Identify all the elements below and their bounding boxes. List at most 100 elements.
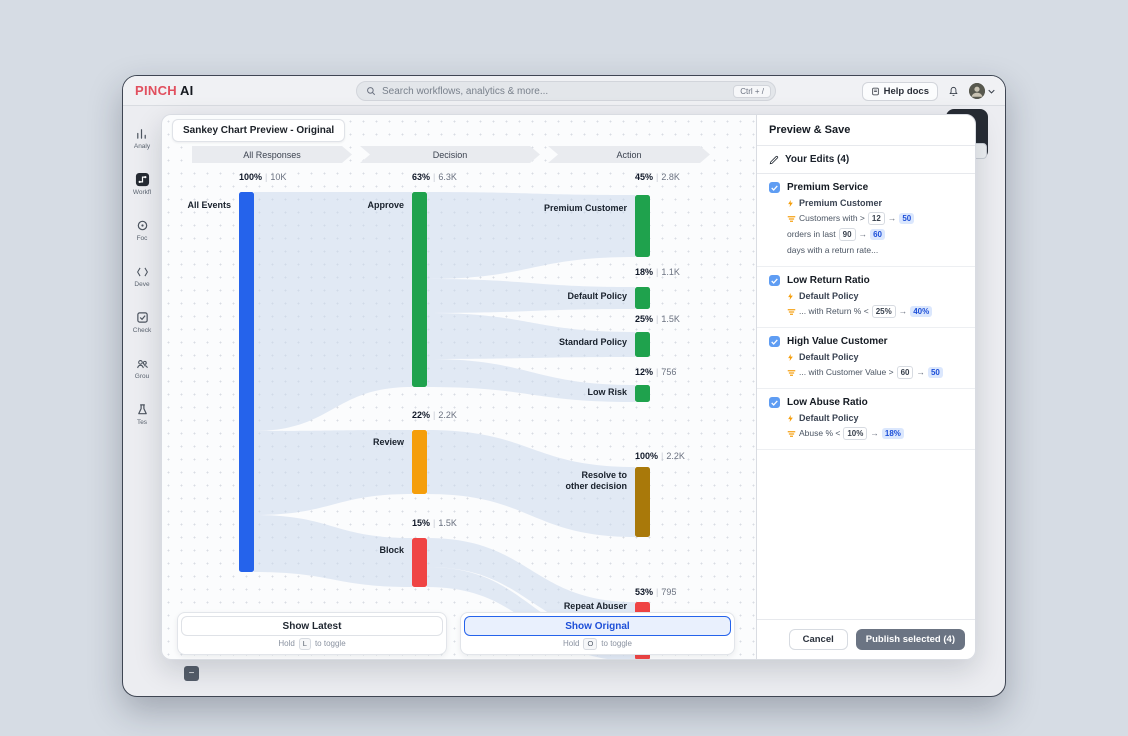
sankey-node-low_risk[interactable] [635, 385, 650, 402]
policy-name: Premium Customer [799, 198, 883, 208]
search-shortcut-badge: Ctrl + / [733, 84, 771, 98]
sidebar-item-label: Grou [134, 373, 150, 380]
show-original-toggle: Show Orignal Hold O to toggle [460, 612, 735, 655]
node-label-all_events: All Events [187, 200, 231, 210]
show-original-button[interactable]: Show Orignal [464, 616, 731, 636]
sidebar-item-deve[interactable]: Deve [134, 264, 150, 288]
rule-text: ... with Customer Value > [799, 367, 894, 377]
edit-item-premium-service[interactable]: Premium Service Premium Customer Customers… [757, 174, 975, 267]
arrow-glyph: → [858, 229, 868, 239]
sidebar-item-analy[interactable]: Analy [134, 126, 150, 150]
node-value-premium_customer: 45% | 2.8K [635, 172, 680, 182]
edit-item-low-return-ratio[interactable]: Low Return Ratio Default Policy ... with R… [757, 267, 975, 328]
node-value-resolve_other: 100% | 2.2K [635, 451, 685, 461]
node-label-block: Block [379, 545, 404, 555]
node-label-standard_policy: Standard Policy [558, 337, 627, 347]
bolt-icon [787, 292, 794, 301]
edit-checkbox[interactable] [769, 336, 780, 347]
cancel-button[interactable]: Cancel [788, 629, 848, 650]
filter-icon [787, 430, 796, 438]
sankey-node-resolve_other[interactable] [635, 467, 650, 537]
rule-text: orders in last [787, 229, 836, 239]
policy-name: Default Policy [799, 352, 859, 362]
node-label-premium_customer: Premium Customer [543, 203, 627, 213]
old-value-badge: 10% [843, 427, 868, 440]
sidebar-item-label: Tes [136, 419, 148, 426]
logo-primary: PINCH [135, 83, 177, 98]
rule-text: ... with Return % < [799, 306, 869, 316]
docs-icon [871, 87, 880, 96]
rule-text: days with a return rate... [787, 245, 879, 255]
edit-item-low-abuse-ratio[interactable]: Low Abuse Ratio Default Policy Abuse % <10… [757, 389, 975, 450]
node-value-block: 15% | 1.5K [412, 518, 457, 528]
avatar [969, 83, 985, 99]
policy-name: Default Policy [799, 291, 859, 301]
sidebar-item-label: Check [132, 327, 152, 334]
sankey-node-standard_policy[interactable] [635, 332, 650, 357]
stage-ribbon-action: Action [548, 146, 710, 163]
node-label-resolve_other: Resolve to other decision [565, 470, 627, 491]
user-menu[interactable] [969, 83, 995, 99]
sankey-node-approve[interactable] [412, 192, 427, 387]
sankey-node-block[interactable] [412, 538, 427, 587]
bell-icon[interactable] [948, 86, 959, 97]
analytics-icon [134, 126, 149, 141]
show-latest-toggle: Show Latest Hold L to toggle [177, 612, 447, 655]
sankey-node-premium_customer[interactable] [635, 195, 650, 257]
sankey-chart-area: Sankey Chart Preview - Original All Resp… [161, 114, 756, 660]
edit-item-high-value-customer[interactable]: High Value Customer Default Policy ... wit… [757, 328, 975, 389]
help-docs-label: Help docs [883, 85, 929, 97]
new-value-badge: 50 [927, 367, 943, 378]
node-value-all_events: 100% | 10K [239, 172, 287, 182]
global-search[interactable]: Ctrl + / [356, 81, 776, 101]
app-body: Analy Workfl Foc Deve Check Grou Tes − Sankey … [123, 106, 1005, 696]
sankey-links [254, 192, 635, 659]
sidebar-item-label: Deve [134, 281, 150, 288]
chevron-down-icon [988, 89, 995, 94]
sidebar-item-check[interactable]: Check [133, 310, 151, 334]
show-latest-button[interactable]: Show Latest [181, 616, 443, 636]
edit-checkbox[interactable] [769, 182, 780, 193]
edit-checkbox[interactable] [769, 275, 780, 286]
sankey-node-all_events[interactable] [239, 192, 254, 572]
edit-checkbox[interactable] [769, 397, 780, 408]
hint-text: Hold [278, 639, 295, 648]
hint-text: Hold [563, 639, 580, 648]
toggle-hint-latest: Hold L to toggle [181, 636, 443, 651]
old-value-badge: 60 [896, 366, 914, 379]
policy-name: Default Policy [799, 413, 859, 423]
new-value-badge: 18% [881, 428, 904, 439]
node-value-review: 22% | 2.2K [412, 410, 457, 420]
focus-icon [135, 218, 150, 233]
sankey-node-review[interactable] [412, 430, 427, 494]
sidebar-item-workfl[interactable]: Workfl [133, 172, 151, 196]
sankey-preview-modal: Sankey Chart Preview - Original All Resp… [161, 114, 976, 660]
app-window: PINCH AI Ctrl + / Help docs [122, 75, 1006, 697]
sidebar-item-tes[interactable]: Tes [135, 402, 150, 426]
filter-icon [787, 369, 796, 377]
node-label-review: Review [372, 437, 404, 447]
node-value-default_policy: 18% | 1.1K [635, 267, 680, 277]
your-edits-header: Your Edits (4) [757, 146, 975, 174]
sidebar-item-label: Analy [133, 143, 151, 150]
node-label-low_risk: Low Risk [587, 387, 627, 397]
minimize-button[interactable]: − [184, 666, 199, 681]
preview-save-panel: Preview & Save Your Edits (4) Premium Se… [756, 114, 976, 660]
sidebar-item-foc[interactable]: Foc [135, 218, 150, 242]
search-icon [366, 86, 376, 96]
node-label-approve: Approve [367, 200, 404, 210]
arrow-glyph: → [898, 306, 908, 316]
help-docs-button[interactable]: Help docs [861, 81, 938, 101]
bolt-icon [787, 414, 794, 423]
checks-icon [135, 310, 150, 325]
top-bar: PINCH AI Ctrl + / Help docs [123, 76, 1005, 106]
old-value-badge: 12 [867, 212, 885, 225]
edit-title: High Value Customer [787, 336, 888, 347]
app-logo: PINCH AI [135, 83, 194, 98]
publish-selected-button[interactable]: Publish selected (4) [855, 629, 965, 650]
sidebar-item-grou[interactable]: Grou [135, 356, 150, 380]
search-input[interactable] [382, 85, 728, 97]
sankey-node-default_policy[interactable] [635, 287, 650, 309]
filter-icon [787, 215, 796, 223]
pencil-icon [769, 155, 779, 165]
